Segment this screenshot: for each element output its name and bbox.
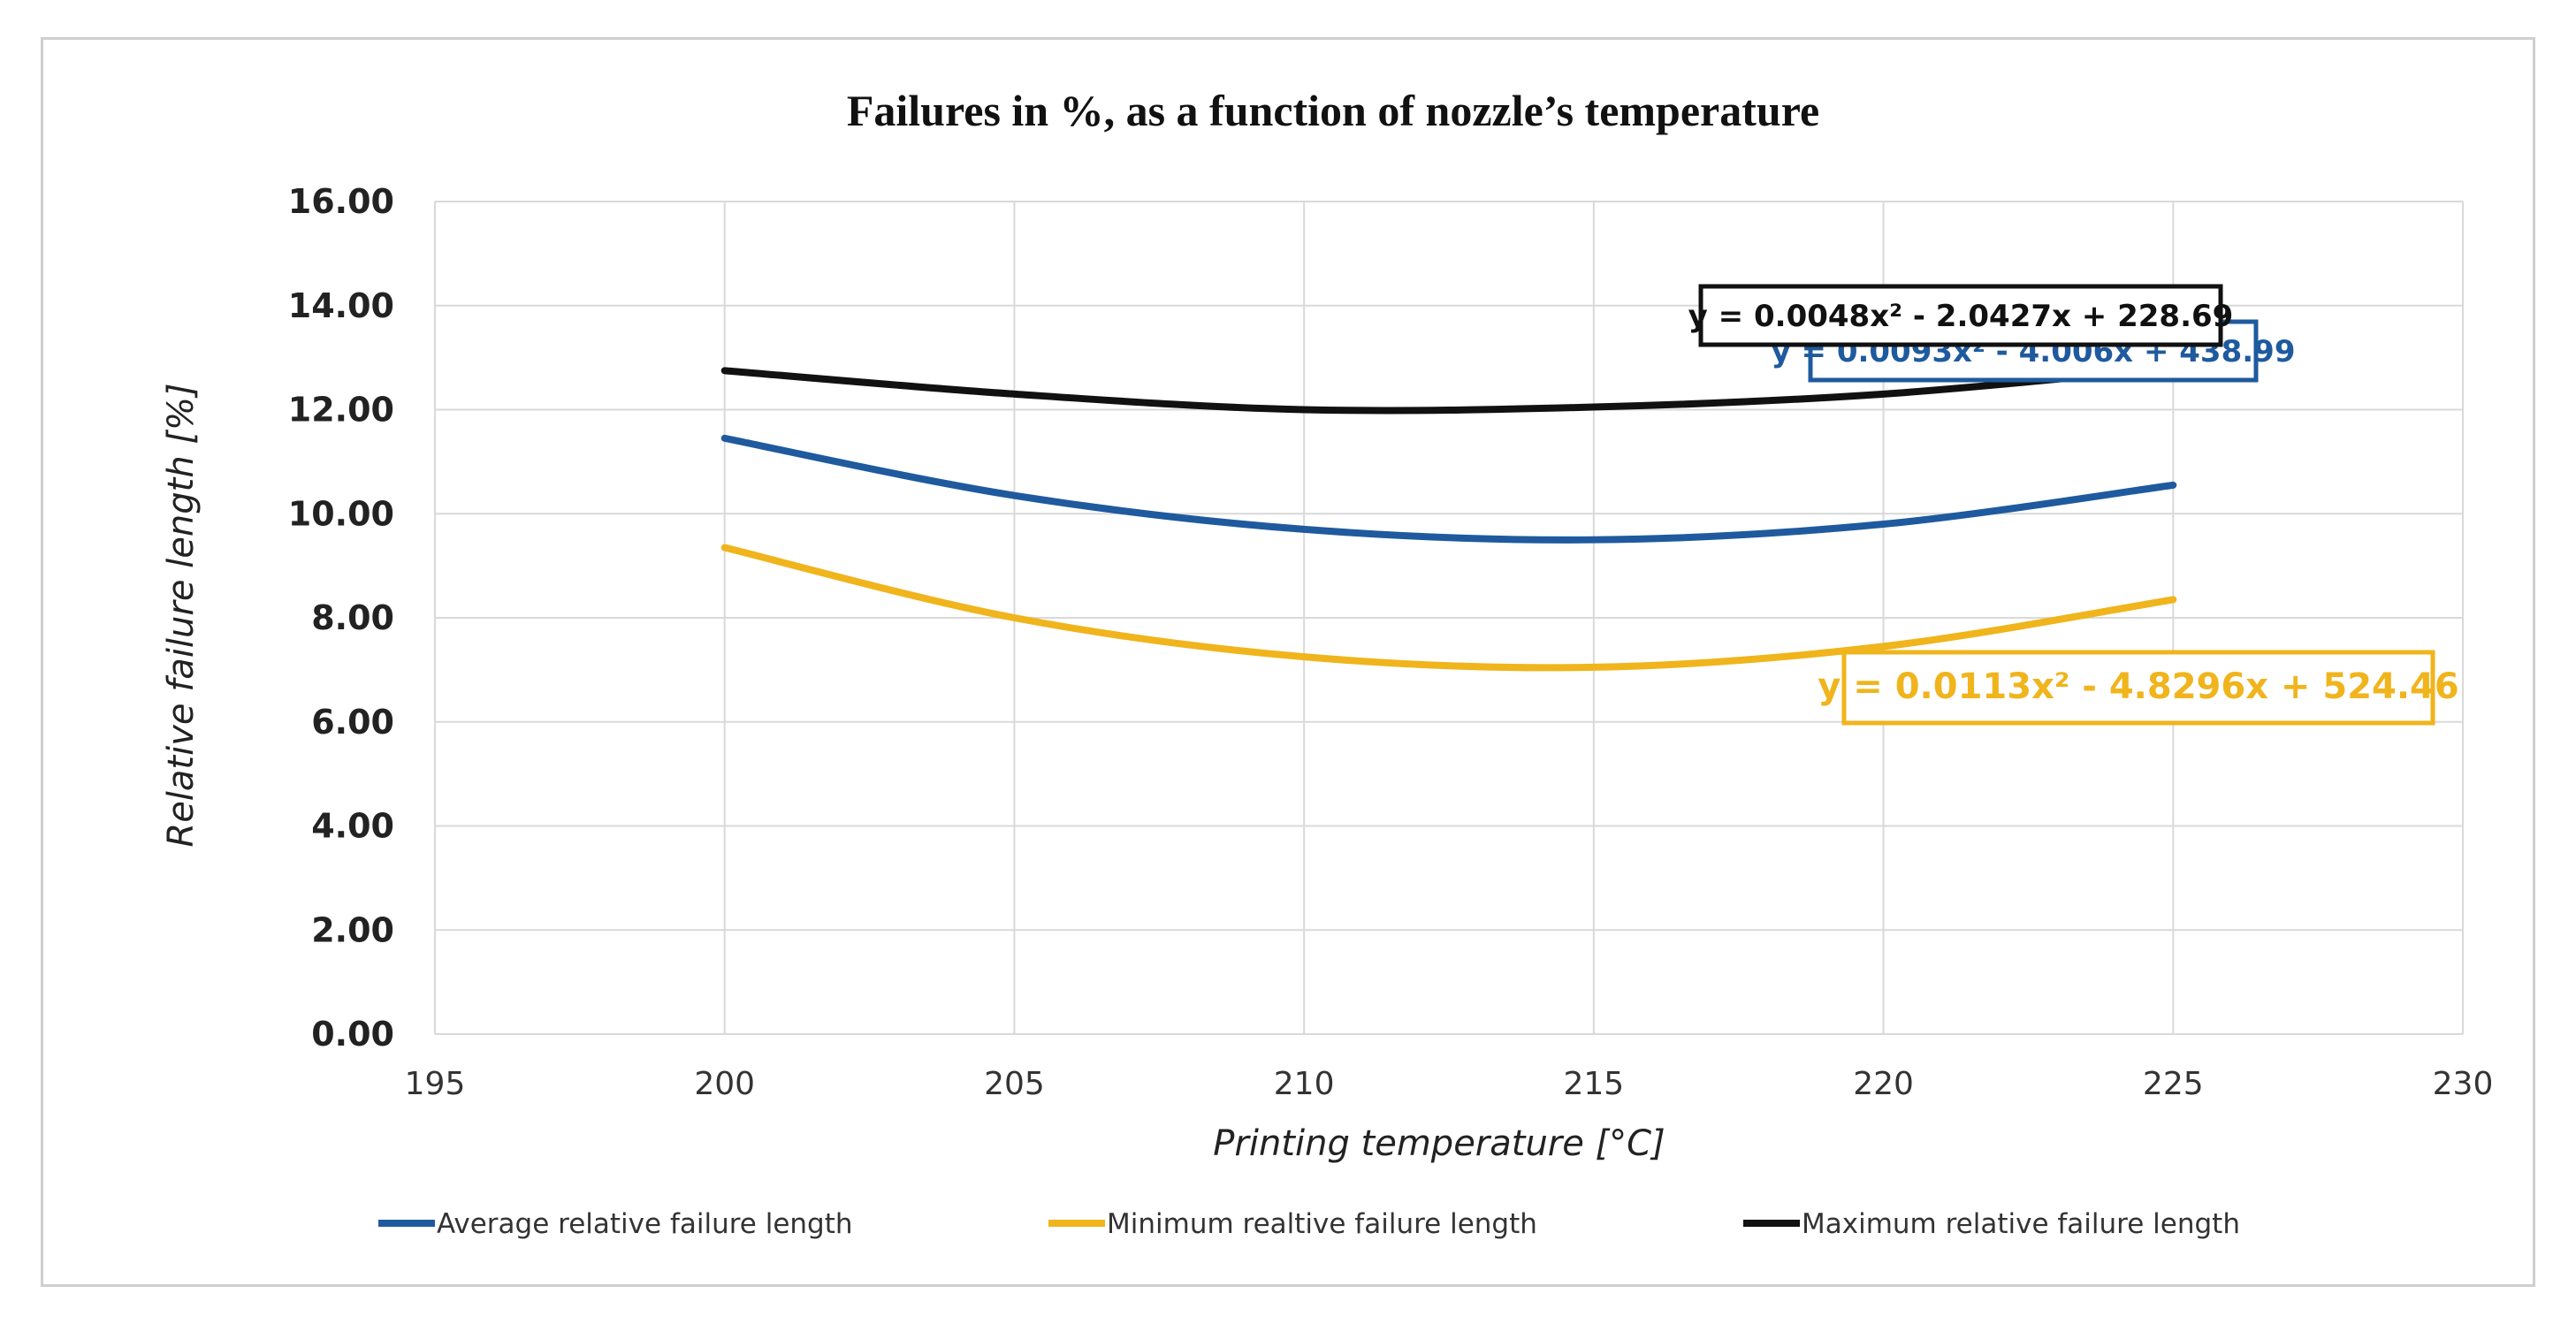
chart-title: Failures in %, as a function of nozzle’s… <box>847 86 1819 135</box>
x-axis-label: Printing temperature [°C] <box>1213 1123 1665 1164</box>
series-line-2 <box>720 364 2177 415</box>
legend-item-0[interactable]: Average relative failure length <box>378 1208 853 1240</box>
y-tick-label: 14.00 <box>288 286 394 325</box>
legend-label: Maximum relative failure length <box>1802 1208 2240 1240</box>
x-tick-label: 230 <box>2433 1066 2494 1102</box>
y-axis-label: Relative failure length [%] <box>161 383 202 847</box>
legend-label: Average relative failure length <box>437 1208 853 1240</box>
x-tick-label: 205 <box>984 1066 1045 1102</box>
y-tick-label: 0.00 <box>311 1015 394 1054</box>
x-tick-label: 220 <box>1853 1066 1914 1102</box>
x-axis-ticks: 195 200 205 210 215 220 225 230 <box>405 1066 2494 1102</box>
trendline-equation-1: y = 0.0113x² - 4.8296x + 524.46 <box>1818 650 2459 726</box>
trendline-equation-2: y = 0.0048x² - 2.0427x + 228.69 <box>1688 284 2234 347</box>
y-tick-label: 10.00 <box>288 494 394 533</box>
x-tick-label: 225 <box>2143 1066 2204 1102</box>
x-tick-label: 200 <box>694 1066 755 1102</box>
trendline-equation-text: y = 0.0113x² - 4.8296x + 524.46 <box>1818 666 2458 707</box>
legend[interactable]: Average relative failure length Minimum r… <box>378 1208 2240 1240</box>
trendline-equations: y = 0.0093x² - 4.006x + 438.99y = 0.0113… <box>1688 284 2459 726</box>
series <box>720 364 2177 672</box>
y-tick-label: 16.00 <box>288 182 394 221</box>
y-tick-label: 12.00 <box>288 391 394 430</box>
legend-label: Minimum realtive failure length <box>1107 1208 1537 1240</box>
y-tick-label: 6.00 <box>311 703 394 742</box>
series-line-0 <box>720 434 2177 544</box>
x-tick-label: 210 <box>1274 1066 1335 1102</box>
trendline-box <box>1841 650 2435 726</box>
legend-item-1[interactable]: Minimum realtive failure length <box>1048 1208 1537 1240</box>
x-tick-label: 195 <box>405 1066 466 1102</box>
y-axis-ticks: 0.00 2.00 4.00 6.00 8.00 10.00 12.00 14.00 16.00 <box>288 182 394 1054</box>
x-tick-label: 215 <box>1563 1066 1624 1102</box>
trendline-equation-text: y = 0.0048x² - 2.0427x + 228.69 <box>1688 299 2234 334</box>
y-tick-label: 4.00 <box>311 807 394 846</box>
series-line-1 <box>720 544 2177 672</box>
y-tick-label: 2.00 <box>311 910 394 949</box>
y-tick-label: 8.00 <box>311 598 394 637</box>
trendline-box <box>1698 284 2223 347</box>
grid <box>434 201 2464 1035</box>
legend-item-2[interactable]: Maximum relative failure length <box>1743 1208 2240 1240</box>
